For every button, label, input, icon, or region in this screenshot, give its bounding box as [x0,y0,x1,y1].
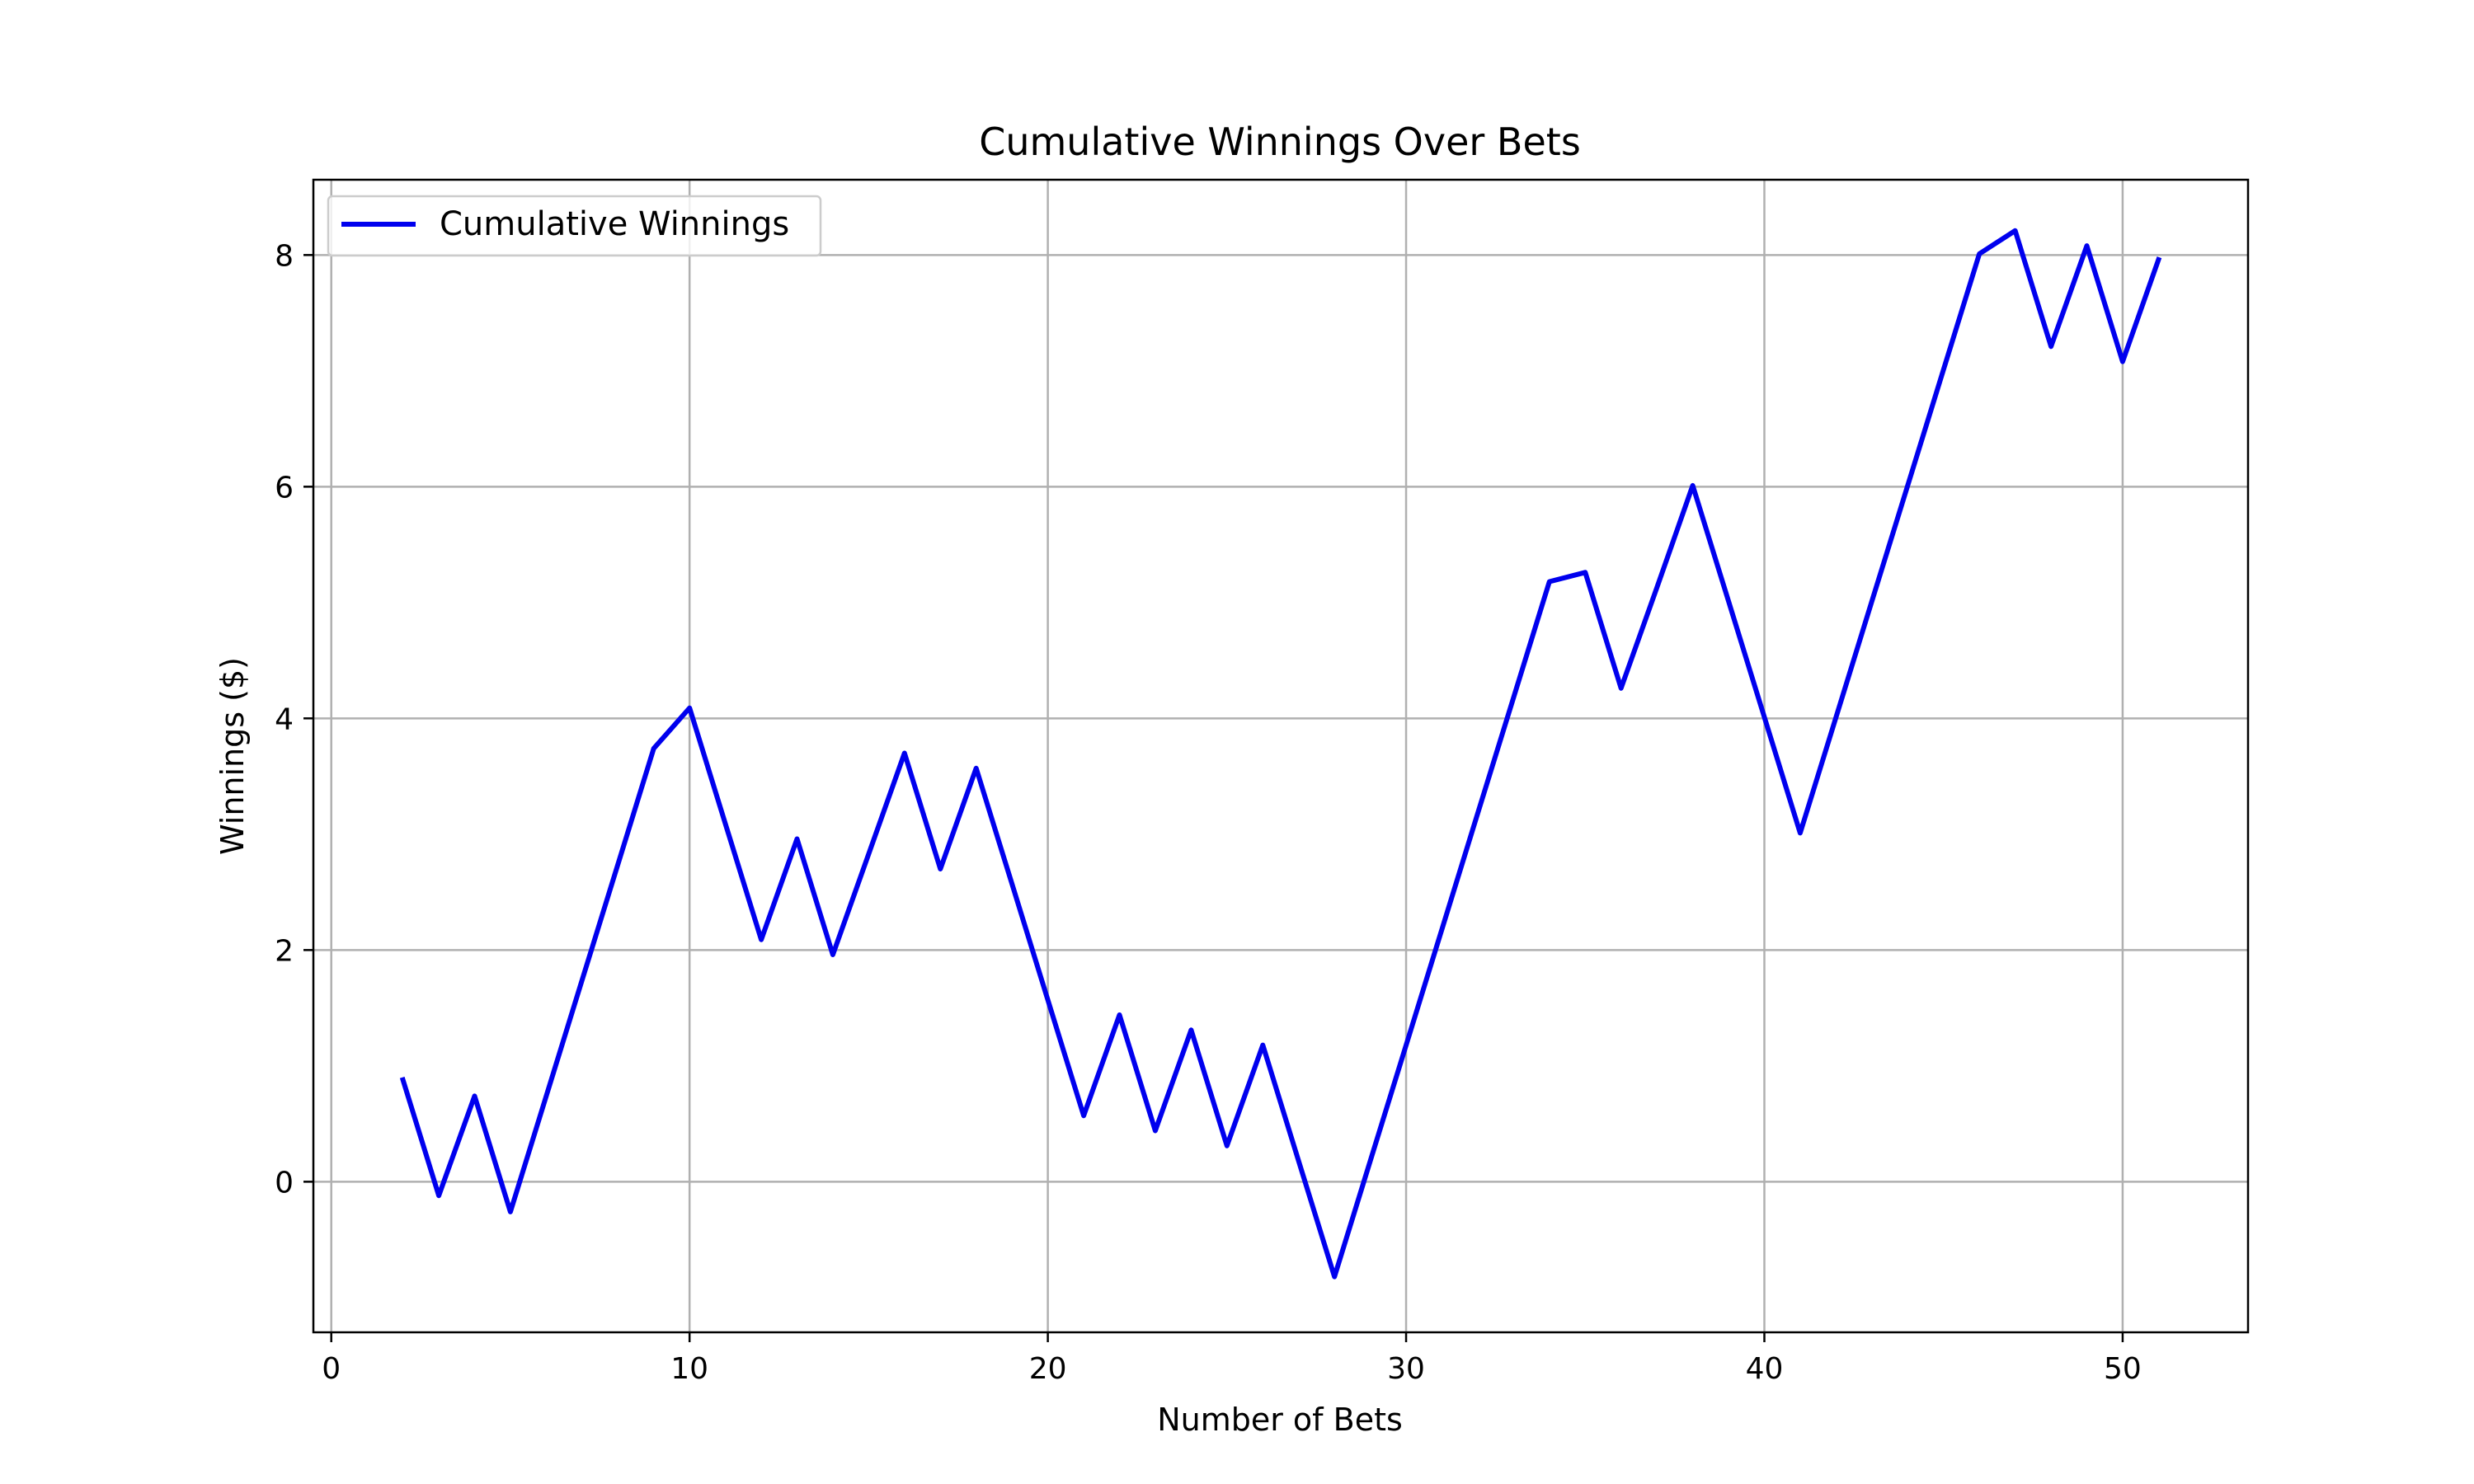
x-axis-label: Number of Bets [1157,1402,1403,1438]
y-tick-label: 0 [275,1166,294,1200]
x-tick-label: 50 [2104,1352,2142,1386]
y-tick-label: 8 [275,239,294,273]
x-tick-label: 0 [322,1352,341,1386]
x-tick-label: 10 [670,1352,708,1386]
axis-ticks: 0 10 20 30 40 50 0 2 4 6 8 [275,239,2142,1386]
y-tick-label: 6 [275,471,294,505]
x-tick-label: 30 [1387,1352,1425,1386]
y-axis-label: Winnings ($) [214,657,251,855]
x-tick-label: 20 [1029,1352,1067,1386]
x-tick-label: 40 [1746,1352,1784,1386]
plot-frame [312,178,2250,1334]
legend-box [327,195,822,257]
chart-title: Cumulative Winnings Over Bets [979,120,1581,164]
y-tick-label: 2 [275,934,294,968]
series-line-cumulative-winnings [399,228,2162,1280]
series-layer [399,228,2162,1280]
legend-label: Cumulative Winnings [440,205,789,243]
grid-lines [313,180,2248,1332]
legend: Cumulative Winnings [327,195,822,257]
y-tick-label: 4 [275,702,294,736]
